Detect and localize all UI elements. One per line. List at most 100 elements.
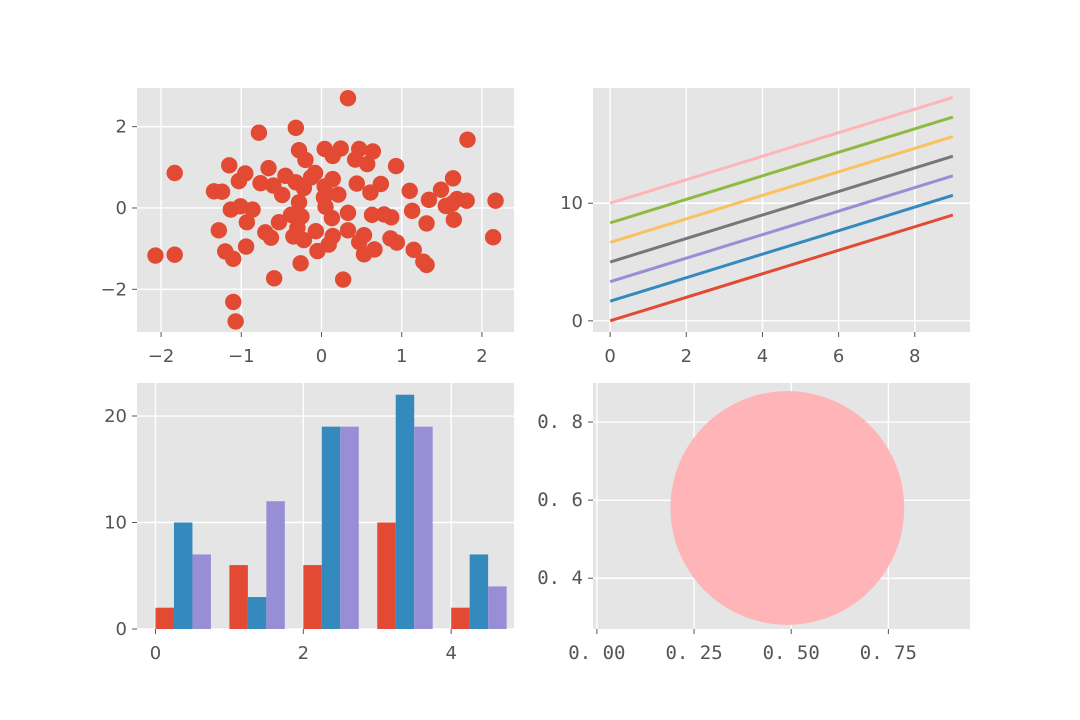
scatter-point (295, 231, 313, 249)
scatter-point (213, 183, 231, 200)
scatter-point (432, 181, 450, 198)
scatter-point (166, 164, 183, 182)
series-line (609, 154, 954, 264)
bar (247, 597, 267, 629)
bar (155, 607, 174, 629)
scatter-point (292, 255, 309, 272)
x-tick-label: −2 (148, 346, 175, 367)
bar (340, 426, 359, 629)
scatter-point (309, 242, 326, 260)
scatter-point (334, 271, 352, 288)
series-lines (609, 95, 954, 323)
bar (321, 426, 341, 629)
ticks: 0 2 4 0 10 20 (104, 406, 457, 664)
x-tick-label: 6 (833, 346, 844, 367)
y-tick-label: 0 (116, 619, 127, 640)
bar (395, 394, 415, 629)
y-tick-label: 2 (116, 117, 127, 138)
scatter-point (418, 256, 435, 274)
scatter-point (265, 270, 283, 287)
bar (488, 586, 507, 629)
scatter-point (484, 229, 502, 246)
y-tick-label: 10 (104, 513, 127, 534)
scatter-point (339, 222, 357, 239)
ticks: −2 −1 0 1 2 −2 0 2 (100, 117, 487, 367)
x-tick-label: 0 (316, 346, 327, 367)
scatter-point (238, 214, 256, 231)
x-tick-label: 1 (396, 346, 407, 367)
scatter-point (459, 131, 476, 148)
x-tick-label: 0. 75 (860, 642, 917, 664)
circle-subplot: 0. 00 0. 25 0. 50 0. 75 0. 4 0. 6 0. 8 (537, 383, 970, 664)
scatter-point (388, 234, 406, 251)
x-tick-label: 2 (476, 346, 487, 367)
series-line (609, 193, 954, 303)
x-tick-label: −1 (228, 346, 255, 367)
circle-patch (670, 391, 905, 625)
scatter-points (147, 89, 504, 330)
series-line (609, 135, 954, 244)
scatter-point (210, 222, 228, 239)
scatter-point (297, 151, 314, 169)
scatter-point (250, 124, 268, 141)
bar (266, 501, 285, 629)
line-subplot: 0 2 4 6 8 0 10 (560, 88, 970, 367)
y-tick-label: 0. 4 (537, 567, 583, 589)
scatter-point (363, 206, 381, 224)
scatter-point (252, 174, 269, 192)
scatter-point (290, 194, 308, 211)
series-line (609, 213, 954, 323)
scatter-point (355, 246, 373, 263)
scatter-point (420, 191, 438, 209)
series-line (609, 95, 954, 205)
x-tick-label: 2 (298, 643, 309, 664)
y-tick-label: 0. 6 (537, 489, 583, 511)
scatter-point (401, 182, 418, 200)
scatter-point (225, 250, 242, 267)
ticks: 0. 00 0. 25 0. 50 0. 75 0. 4 0. 6 0. 8 (537, 411, 917, 664)
y-tick-label: −2 (100, 279, 127, 300)
bar (173, 522, 193, 629)
scatter-point (387, 157, 405, 175)
x-tick-label: 0 (150, 643, 161, 664)
x-tick-label: 8 (909, 346, 920, 367)
series-line (609, 115, 954, 225)
y-tick-label: 0 (572, 311, 583, 332)
scatter-point (339, 204, 357, 222)
bars (155, 394, 507, 629)
scatter-point (295, 179, 313, 197)
bar (414, 426, 433, 629)
x-tick-label: 0. 50 (763, 642, 820, 664)
scatter-point (227, 313, 244, 330)
scatter-point (260, 159, 277, 177)
x-tick-label: 4 (445, 643, 456, 664)
bar-subplot: 0 2 4 0 10 20 (104, 383, 514, 664)
x-tick-label: 0. 00 (568, 642, 625, 664)
scatter-point (330, 186, 347, 203)
scatter-point (270, 214, 288, 231)
x-tick-label: 4 (757, 346, 768, 367)
scatter-point (166, 246, 183, 263)
scatter-point (244, 201, 261, 218)
series-line (609, 174, 954, 284)
bar (469, 554, 489, 629)
scatter-point (273, 186, 291, 204)
bar (192, 554, 211, 629)
scatter-point (362, 184, 379, 201)
scatter-point (339, 89, 357, 107)
scatter-point (262, 229, 280, 246)
scatter-point (324, 147, 341, 165)
scatter-point (418, 215, 435, 232)
scatter-point (237, 238, 255, 255)
scatter-point (222, 201, 240, 218)
x-tick-label: 0 (604, 346, 615, 367)
bar (229, 565, 248, 629)
y-tick-label: 0 (116, 198, 127, 219)
scatter-point (359, 155, 376, 173)
scatter-point (307, 222, 325, 240)
x-tick-label: 2 (681, 346, 692, 367)
scatter-point (287, 119, 305, 137)
scatter-point (221, 157, 238, 174)
y-tick-label: 10 (560, 193, 583, 214)
